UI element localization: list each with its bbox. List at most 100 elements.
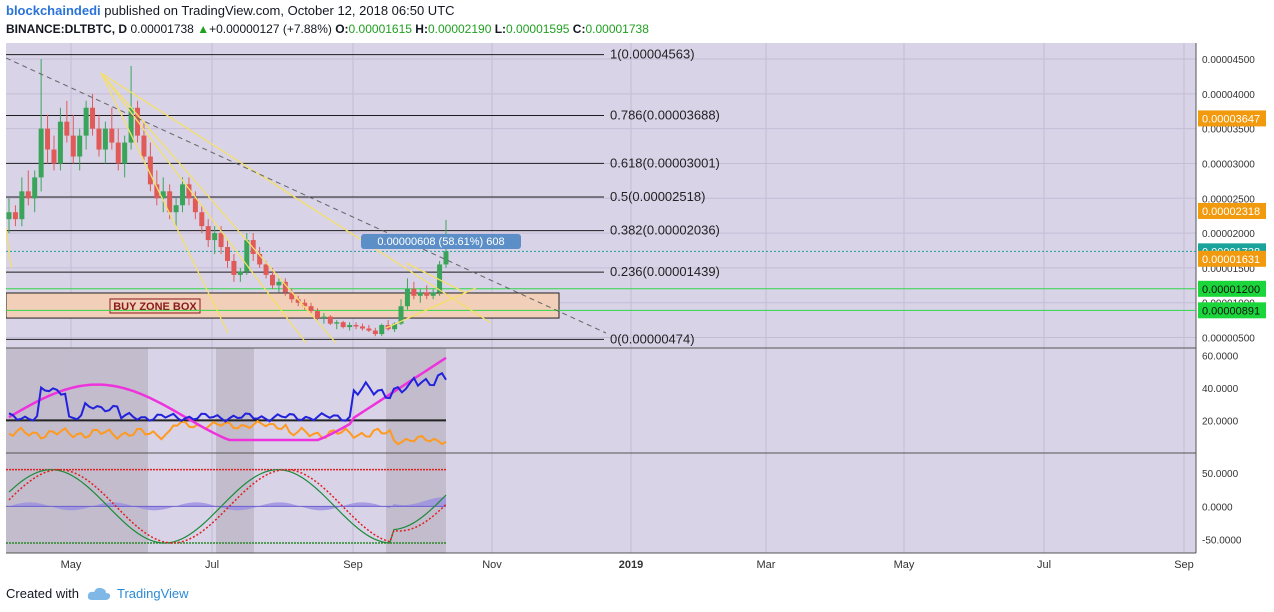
last-price: 0.00001738 [130,22,194,36]
symbol-legend: BINANCE:DLTBTC, D 0.00001738 ▲+0.0000012… [6,22,649,36]
candle-body [411,288,417,296]
candle-body [173,205,179,213]
candle-body [263,264,269,275]
price-chart[interactable]: BUY ZONE BOX 1(0.00004563) 0.786(0.000036… [6,43,1268,576]
buy-zone-label-box [109,298,201,314]
price-badge [1198,250,1266,267]
candle-body [38,128,44,178]
y-tick-label: 0.00004000 [1202,90,1255,101]
y-tick-label: 0.00001500 [1202,264,1255,275]
candle-body [321,316,327,319]
candle-body [205,226,211,241]
candle-body [102,128,108,150]
candle-body [424,292,430,296]
candle-body [32,177,38,199]
candle-body [327,316,333,324]
stoch-d-line [8,468,447,544]
stoch-tick-label: -50.0000 [1202,536,1242,547]
y-tick-label: 0.00004500 [1202,55,1255,66]
x-tick-label: Mar [757,559,776,571]
candle-body [212,233,218,241]
candle-body [308,306,314,312]
candle-body [231,260,237,275]
adx-tick-label: 40.0000 [1202,384,1239,395]
candle-body [269,274,275,286]
trendline [100,72,307,344]
candle-body [25,191,31,199]
candle-body [295,299,301,303]
candle-body [437,264,443,293]
x-axis-background [6,553,1196,576]
candle-body [19,191,25,220]
trendline [100,72,492,324]
x-tick-label: Nov [482,559,502,571]
dashed-trendline [6,57,607,334]
tradingview-cloud-icon [87,587,111,600]
candle-body [404,288,410,307]
fib-level-label: 1(0.00004563) [610,47,695,62]
measure-label-box [361,234,521,249]
created-with-text: Created with [6,586,79,601]
footer: Created with TradingView [6,586,189,601]
up-arrow-icon: ▲ [197,22,210,36]
candle-body [154,184,160,199]
shade-band [6,348,148,553]
candle-body [64,121,70,136]
candle-body [417,292,423,296]
candle-body [282,281,288,293]
x-tick-label: May [894,559,915,571]
candle-body [353,325,359,327]
candle-body [372,330,378,335]
candle-body [180,184,186,206]
fib-level-label: 0.786(0.00003688) [610,108,720,123]
candle-body [51,149,57,164]
x-tick-label: May [61,559,82,571]
x-tick-label: 2019 [619,559,643,571]
y-tick-label: 0.00002000 [1202,229,1255,240]
candle-body [70,135,76,157]
candle-body [218,233,224,248]
trendline [385,287,477,329]
adx-tick-label: 60.0000 [1202,351,1239,362]
candle-body [392,323,398,330]
candle-body [347,325,353,328]
candle-body [302,302,308,307]
price-change: +0.00000127 (+7.88%) [209,22,332,36]
candle-body [109,128,115,143]
adx-tick-label: 20.0000 [1202,416,1239,427]
trendline [6,227,12,269]
stoch-tick-label: 0.0000 [1202,502,1233,513]
candle-body [141,135,147,157]
price-badge-label: 0.00001200 [1202,284,1260,296]
candle-body [147,156,153,185]
candle-body [6,212,12,220]
shade-band [216,348,254,553]
candle-body [379,325,385,335]
fib-level-label: 0.236(0.00001439) [610,264,720,279]
fib-level-label: 0.618(0.00003001) [610,155,720,170]
candle-body [359,326,365,329]
tradingview-link[interactable]: TradingView [116,586,189,601]
author-link[interactable]: blockchaindedi [6,3,101,18]
high-label: H: [415,22,428,36]
y-tick-label: 0.00003000 [1202,159,1255,170]
price-badge [1198,110,1266,127]
close-value: 0.00001738 [585,22,649,36]
candle-body [314,311,320,319]
stoch-tick-label: 50.0000 [1202,469,1239,480]
candle-body [45,128,51,150]
candle-body [128,107,134,143]
high-value: 0.00002190 [427,22,492,36]
price-badge-label: 0.00002318 [1202,206,1260,218]
y-tick-label: 0.00002500 [1202,194,1255,205]
price-badge [1198,302,1266,319]
adx-line [8,356,447,442]
candle-body [257,253,263,265]
candle-body [443,251,449,265]
candle-body [122,142,128,164]
x-tick-label: Sep [343,559,363,571]
x-tick-label: Jul [1037,559,1051,571]
stoch-k-line [8,469,447,544]
candle-body [276,281,282,286]
candle-body [115,142,121,164]
